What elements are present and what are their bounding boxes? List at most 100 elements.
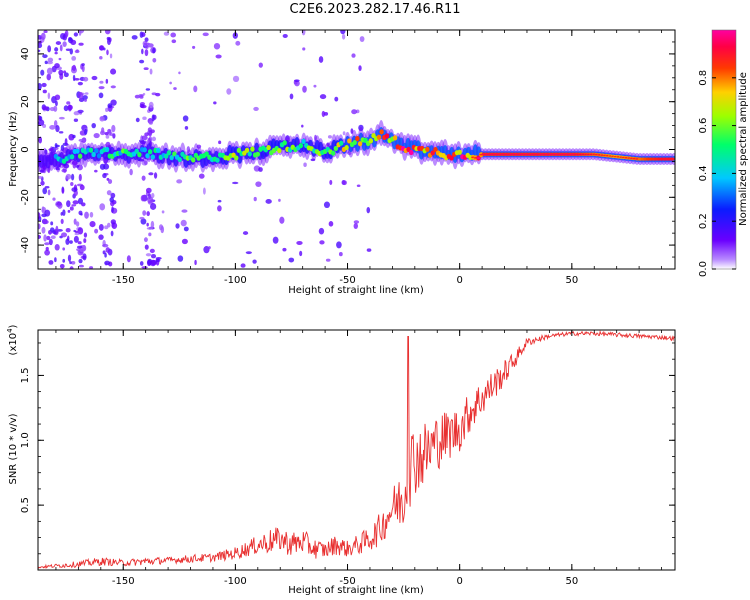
spectrogram-speckle	[226, 88, 232, 95]
spectrogram-ridge-cell	[145, 153, 150, 159]
spectrogram-speckle	[141, 48, 144, 55]
spectrogram-ridge-cell	[147, 149, 153, 155]
spectrogram-ridge-cell	[255, 151, 261, 157]
spectrogram-ridge-cell	[277, 147, 282, 154]
x-tick-label: 0	[456, 275, 462, 286]
x-tick-label: -150	[112, 275, 135, 286]
spectrogram-speckle	[38, 234, 42, 240]
spectrogram-speckle	[149, 259, 157, 267]
spectrogram-speckle	[340, 30, 346, 35]
spectrogram-speckle	[55, 202, 63, 206]
spectrogram-speckle	[71, 260, 76, 265]
spectrogram-speckle	[152, 57, 157, 63]
spectrogram-speckle	[140, 194, 146, 202]
spectrogram-speckle	[232, 75, 240, 82]
spectrogram-speckle	[181, 209, 188, 213]
spectrogram-speckle	[318, 56, 324, 63]
spectrogram-speckle	[63, 105, 69, 112]
spectrogram-ridge-cell	[96, 153, 102, 159]
spectrogram-speckle	[177, 255, 184, 262]
x-tick-label: 50	[565, 576, 578, 587]
spectrogram-speckle	[73, 235, 79, 243]
spectrogram-xlabel: Height of straight line (km)	[288, 285, 424, 296]
spectrogram-speckle	[141, 266, 148, 269]
spectrogram-speckle	[42, 219, 49, 225]
colorbar-frame	[711, 29, 737, 270]
colorbar-gradient	[712, 30, 736, 269]
spectrogram-ridge-cell	[134, 148, 139, 154]
spectrogram-speckle	[366, 206, 371, 214]
spectrogram-speckle	[106, 49, 109, 56]
spectrogram-speckle	[59, 263, 65, 269]
spectrogram-speckle	[58, 57, 62, 61]
spectrogram-speckle	[235, 40, 241, 46]
spectrogram-speckle	[279, 216, 285, 224]
spectrogram-speckle	[54, 47, 59, 52]
spectrogram-speckle	[43, 234, 47, 242]
spectrogram-speckle	[72, 162, 77, 169]
spectrogram-speckle	[44, 249, 51, 256]
spectrogram-ridge-cell	[204, 151, 209, 157]
spectrogram-speckle	[148, 172, 154, 176]
spectrogram-speckle	[215, 54, 222, 59]
spectrogram-speckle	[72, 200, 79, 205]
spectrogram-speckle	[46, 235, 51, 241]
spectrogram-ridge-cell	[376, 134, 382, 140]
spectrogram-speckle	[77, 197, 84, 205]
spectrogram-ridge-cell	[298, 143, 304, 149]
x-tick-label: -50	[339, 576, 355, 587]
spectrogram-ridge-cell	[425, 146, 430, 152]
spectrogram-speckle	[100, 130, 106, 136]
spectrogram-speckle	[143, 67, 149, 71]
spectrogram-speckle	[69, 266, 74, 269]
spectrogram-speckle	[301, 124, 304, 128]
spectrogram-speckle	[77, 241, 82, 245]
spectrogram-ticks: -150 -100 -50 0 50 -40 -20 0 20 40	[20, 29, 675, 286]
spectrogram-speckle	[62, 209, 66, 216]
spectrogram-speckle	[38, 82, 42, 90]
spectrogram-speckle	[318, 227, 325, 235]
spectrogram-ridge-cell	[379, 129, 384, 135]
spectrogram-speckle	[217, 199, 222, 203]
spectrogram-speckle	[342, 131, 346, 136]
spectrogram-speckle	[41, 226, 46, 234]
spectrogram-speckle	[105, 134, 110, 139]
spectrogram-speckle	[78, 264, 84, 268]
spectrogram-speckle	[107, 103, 113, 109]
spectrogram-speckle	[341, 33, 346, 40]
spectrogram-ridge-cell	[244, 147, 250, 153]
spectrogram-speckle	[38, 175, 43, 179]
spectrogram-speckle	[78, 91, 84, 100]
spectrogram-speckle	[131, 35, 138, 40]
spectrogram-speckle	[245, 251, 252, 255]
spectrogram-speckle	[41, 82, 47, 88]
spectrogram-speckle	[99, 45, 104, 51]
spectrogram-speckle	[240, 263, 246, 268]
spectrogram-speckle	[139, 95, 144, 99]
spectrogram-ridge-cell	[169, 155, 174, 161]
spectrogram-ridge-cell	[150, 154, 156, 160]
spectrogram-speckle	[150, 220, 155, 229]
spectrogram-speckle	[83, 98, 87, 102]
figure-title: C2E6.2023.282.17.46.R11	[289, 2, 461, 17]
spectrogram-ridge-cell	[234, 155, 239, 161]
spectrogram-ridge-cell	[104, 146, 110, 153]
spectrogram-speckle	[242, 231, 249, 235]
spectrogram-speckle	[106, 190, 112, 196]
spectrogram-speckle	[43, 30, 48, 34]
spectrogram-speckle	[203, 246, 210, 254]
spectrogram-speckle	[42, 187, 48, 195]
x-tick-label: -150	[112, 576, 135, 587]
spectrogram-speckle	[107, 179, 113, 185]
spectrogram-speckle	[161, 210, 165, 214]
spectrogram-ridge-cell	[384, 133, 390, 139]
spectrogram-ridge-cell	[177, 156, 182, 163]
spectrogram-ridge-cell	[406, 146, 411, 152]
spectrogram-speckle	[84, 211, 89, 219]
spectrogram-speckle	[99, 203, 106, 211]
spectrogram-speckle	[70, 181, 74, 187]
spectrogram-speckle	[139, 261, 144, 266]
spectrogram-speckle	[99, 80, 104, 84]
spectrogram-speckle	[65, 48, 71, 51]
spectrogram-speckle	[99, 56, 103, 60]
